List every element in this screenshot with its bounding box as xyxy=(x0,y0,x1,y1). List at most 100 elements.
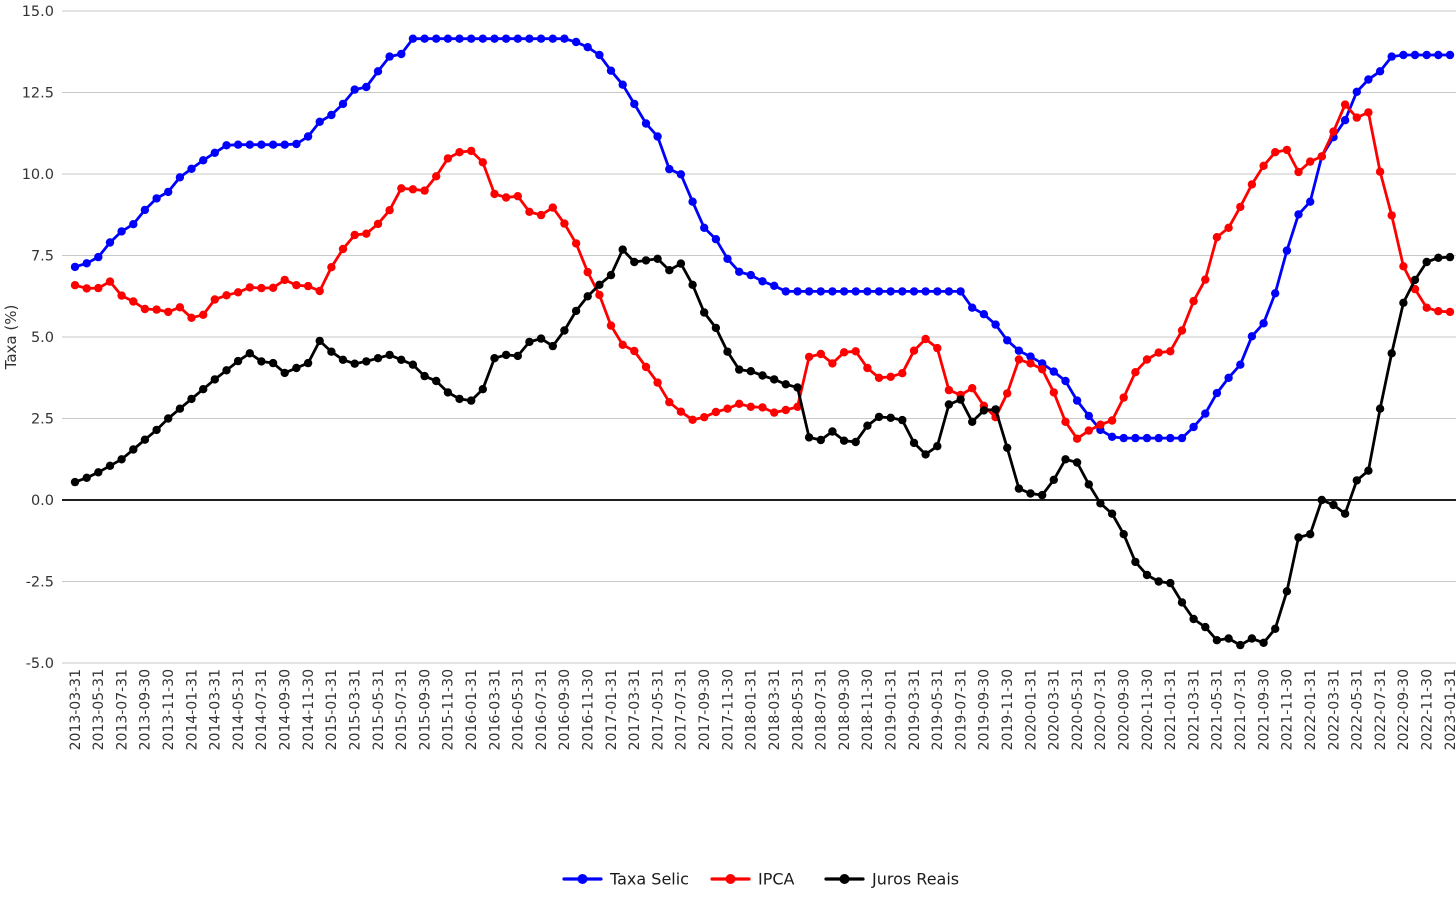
series-juros-reais-marker xyxy=(618,245,627,254)
series-taxa-selic-marker xyxy=(595,50,604,60)
series-taxa-selic-marker xyxy=(525,34,534,43)
series-ipca-marker xyxy=(839,348,849,357)
series-ipca-marker xyxy=(233,288,243,297)
series-taxa-selic-marker xyxy=(362,82,371,92)
x-tick-label: 2017-09-30 xyxy=(697,669,713,750)
series-taxa-selic-marker xyxy=(385,52,394,61)
series-ipca-marker xyxy=(688,415,697,424)
series-taxa-selic-marker xyxy=(187,164,196,173)
series-ipca-marker xyxy=(1364,108,1373,117)
series-taxa-selic-marker xyxy=(327,110,336,120)
series-taxa-selic-marker xyxy=(432,34,441,43)
series-ipca-marker xyxy=(1014,355,1024,364)
series-taxa-selic-marker xyxy=(292,139,301,149)
series-ipca-marker xyxy=(1224,223,1233,232)
series-ipca-marker xyxy=(199,310,208,319)
series-juros-reais-marker xyxy=(315,336,324,346)
series-juros-reais-marker xyxy=(338,355,348,364)
series-taxa-selic-marker xyxy=(303,132,313,141)
series-juros-reais-marker xyxy=(467,396,476,405)
series-ipca-marker xyxy=(385,206,394,215)
series-ipca-marker xyxy=(886,372,895,381)
series-juros-reais-marker xyxy=(583,292,592,301)
series-juros-reais-marker xyxy=(70,477,80,487)
series-ipca-marker xyxy=(1387,211,1396,220)
series-juros-reais-marker xyxy=(898,415,907,425)
series-ipca-marker xyxy=(455,148,464,157)
x-tick-label: 2019-01-31 xyxy=(884,669,900,750)
series-juros-reais-marker xyxy=(1422,257,1431,267)
x-tick-label: 2018-05-31 xyxy=(790,669,806,750)
series-ipca-marker xyxy=(478,158,487,167)
series-taxa-selic-marker xyxy=(793,287,802,296)
series-taxa-selic-marker xyxy=(1201,409,1210,418)
series-ipca-marker xyxy=(1119,393,1128,402)
series-taxa-selic-marker xyxy=(373,67,383,76)
series-ipca-marker xyxy=(490,189,499,199)
series-taxa-selic-marker xyxy=(688,197,697,206)
series-juros-reais-marker xyxy=(816,435,825,445)
series-juros-reais-marker xyxy=(1154,577,1163,586)
series-juros-reais-marker xyxy=(991,405,1000,414)
series-taxa-selic-marker xyxy=(700,223,709,232)
series-juros-reais-marker xyxy=(828,427,837,436)
y-tick-label: -2.5 xyxy=(26,575,54,591)
series-ipca-marker xyxy=(560,219,569,228)
series-juros-reais-marker xyxy=(525,337,534,347)
series-juros-reais-marker xyxy=(758,371,767,380)
series-taxa-selic-marker xyxy=(968,303,977,312)
series-ipca-marker xyxy=(280,275,289,285)
series-juros-reais-marker xyxy=(513,351,522,361)
series-taxa-selic-marker xyxy=(828,287,837,296)
series-juros-reais-marker xyxy=(1224,634,1233,643)
series-juros-reais-marker xyxy=(152,425,161,435)
series-taxa-selic-marker xyxy=(1189,422,1198,432)
series-ipca-marker xyxy=(735,399,744,408)
series-juros-reais-marker xyxy=(1364,466,1373,475)
series-taxa-selic-marker xyxy=(443,34,453,43)
series-ipca-marker xyxy=(513,192,522,201)
series-juros-reais-marker xyxy=(117,455,126,464)
series-juros-reais-marker xyxy=(863,421,872,430)
legend-swatch-marker-ipca xyxy=(725,874,736,884)
series-ipca-marker xyxy=(82,284,91,293)
series-ipca-marker xyxy=(1445,307,1455,317)
series-juros-reais-marker xyxy=(665,266,674,275)
series-taxa-selic-marker xyxy=(1072,396,1082,405)
series-juros-reais-marker xyxy=(653,254,662,263)
series-ipca-marker xyxy=(467,146,476,156)
series-juros-reais-marker xyxy=(327,347,336,356)
series-juros-reais-marker xyxy=(420,371,429,381)
series-juros-reais-marker xyxy=(851,437,860,447)
x-tick-label: 2018-11-30 xyxy=(860,669,876,750)
series-juros-reais-marker xyxy=(233,356,243,366)
series-ipca-marker xyxy=(1306,157,1315,166)
x-tick-label: 2014-07-31 xyxy=(254,669,270,750)
series-juros-reais-marker xyxy=(1177,598,1187,607)
legend-label-juros-reais: Juros Reais xyxy=(871,870,959,889)
series-juros-reais-marker xyxy=(292,363,301,373)
series-taxa-selic-marker xyxy=(82,259,91,268)
series-juros-reais-marker xyxy=(909,438,919,448)
series-taxa-selic-marker xyxy=(1084,411,1094,421)
series-taxa-selic-marker xyxy=(770,281,779,290)
x-tick-label: 2019-11-30 xyxy=(1000,669,1016,750)
x-tick-label: 2013-05-31 xyxy=(91,669,107,750)
series-juros-reais-marker xyxy=(1387,349,1396,358)
series-juros-reais-marker xyxy=(781,380,790,389)
series-taxa-selic-marker xyxy=(140,205,150,215)
y-tick-label: -5.0 xyxy=(26,656,54,672)
series-ipca-marker xyxy=(1061,417,1070,426)
x-tick-label: 2021-01-31 xyxy=(1163,669,1179,750)
y-tick-label: 5.0 xyxy=(31,330,54,346)
series-juros-reais-marker xyxy=(164,414,173,423)
series-taxa-selic-marker xyxy=(781,287,790,296)
series-taxa-selic-marker xyxy=(1399,50,1408,60)
series-taxa-selic-marker xyxy=(199,156,208,165)
series-juros-reais-marker xyxy=(700,308,709,317)
series-ipca-marker xyxy=(851,347,860,356)
x-tick-label: 2021-11-30 xyxy=(1280,669,1296,750)
series-juros-reais-marker xyxy=(804,433,814,442)
series-ipca-marker xyxy=(630,346,639,356)
